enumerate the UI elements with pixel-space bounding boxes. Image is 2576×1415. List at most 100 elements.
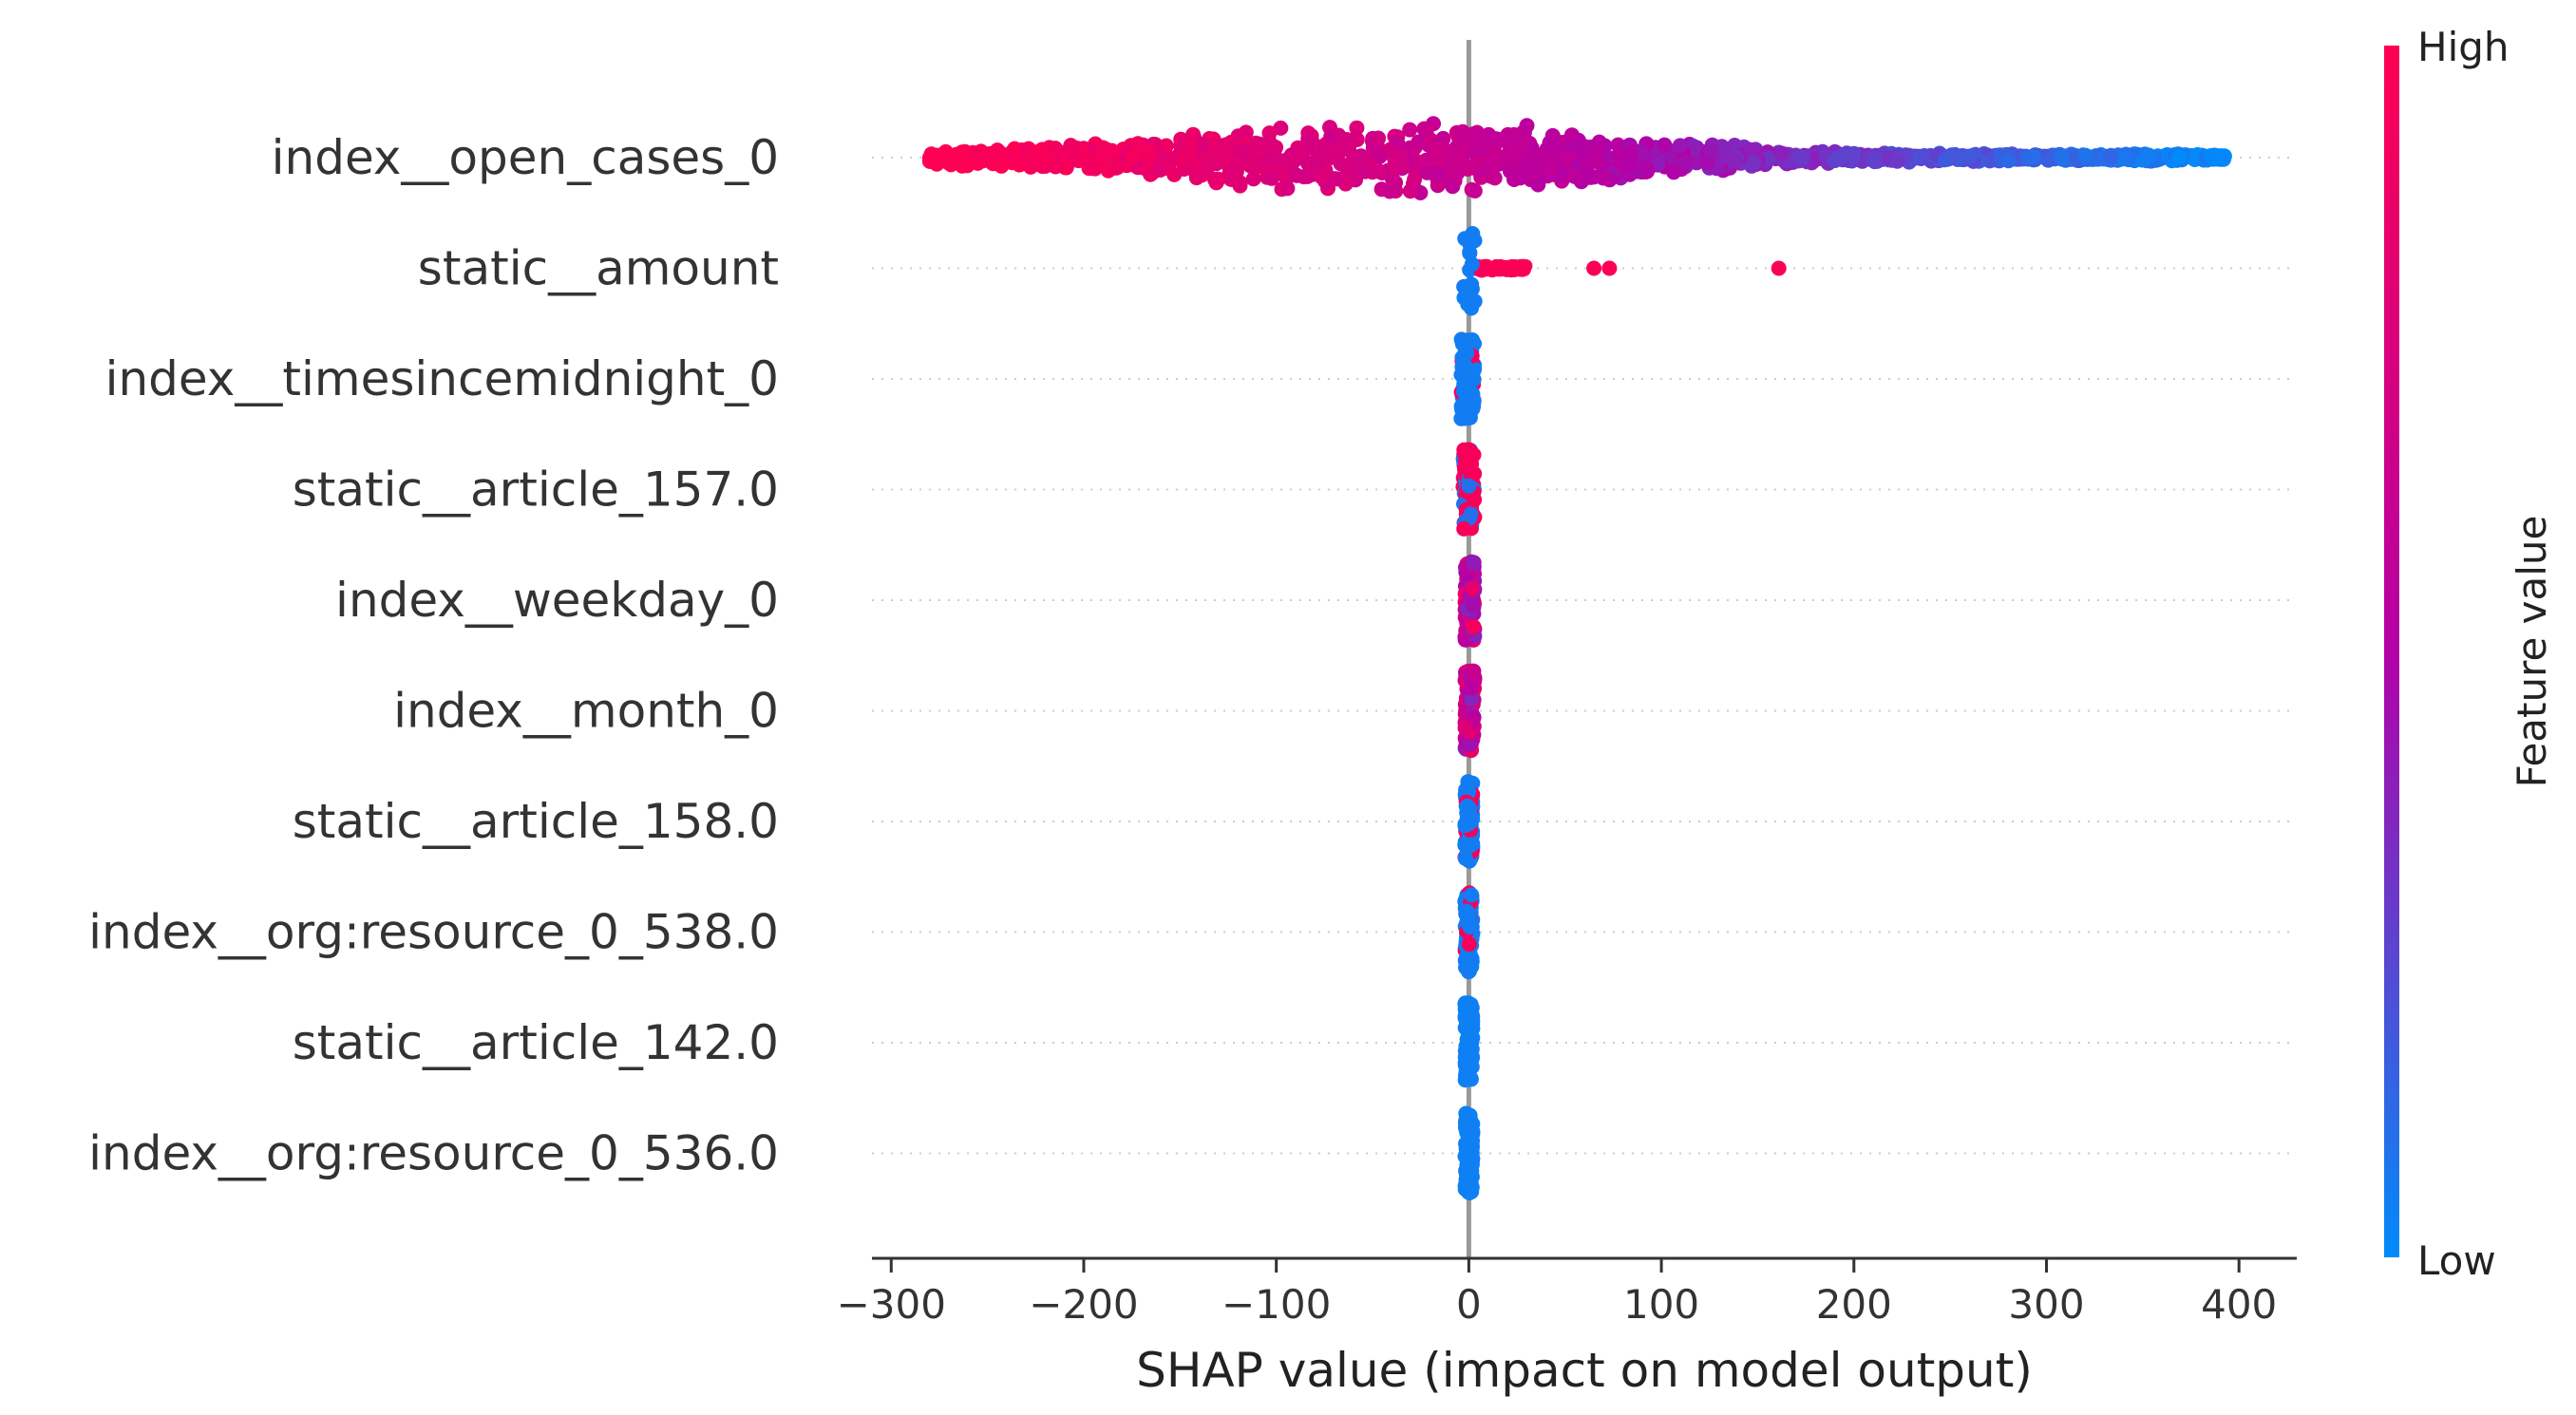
data-point <box>959 158 975 174</box>
data-point <box>1464 953 1480 970</box>
feature-label: static__article_157.0 <box>293 462 779 518</box>
data-point <box>2187 152 2203 167</box>
data-point <box>2102 149 2118 165</box>
data-point <box>1463 680 1479 696</box>
data-point <box>1371 130 1387 146</box>
feature-label: index__org:resource_0_538.0 <box>88 905 779 960</box>
data-point <box>1678 154 1695 170</box>
data-point <box>1464 887 1480 903</box>
data-point <box>1407 171 1423 187</box>
data-point <box>1462 917 1478 934</box>
data-point <box>1544 161 1561 178</box>
data-point <box>1225 160 1241 176</box>
data-point <box>1773 145 1790 161</box>
data-point <box>1141 142 1157 159</box>
data-point <box>1703 142 1719 159</box>
data-point <box>1461 936 1477 953</box>
data-point <box>1792 148 1808 164</box>
data-points <box>921 116 2232 1200</box>
data-point <box>1577 149 1593 165</box>
x-tick-label: −100 <box>1222 1281 1331 1328</box>
data-point <box>1462 1141 1478 1158</box>
data-point <box>1430 178 1446 194</box>
data-point <box>994 158 1010 174</box>
feature-label: static__amount <box>418 241 779 296</box>
data-point <box>1183 137 1199 153</box>
data-point <box>1288 167 1304 183</box>
data-point <box>1031 151 1047 167</box>
data-point <box>1464 1047 1480 1064</box>
x-tick-label: −200 <box>1029 1281 1138 1328</box>
data-point <box>1459 1111 1475 1127</box>
data-point <box>1538 147 1554 163</box>
data-point <box>1411 134 1427 150</box>
data-point <box>1323 128 1339 144</box>
data-point <box>1245 171 1261 187</box>
data-point <box>1466 663 1482 679</box>
data-point <box>1402 122 1418 138</box>
feature-label: static__article_158.0 <box>293 794 779 849</box>
data-point <box>1846 149 1862 165</box>
data-point <box>1828 153 1843 168</box>
data-point <box>1573 137 1589 153</box>
data-point <box>1048 142 1064 157</box>
data-point <box>1506 141 1522 157</box>
data-point <box>1279 180 1296 197</box>
data-point <box>1200 160 1216 175</box>
data-point <box>1457 454 1473 470</box>
data-point <box>1464 399 1480 415</box>
colorbar: High Low Feature value <box>2384 24 2555 1284</box>
data-point <box>1299 168 1316 184</box>
data-point <box>1416 121 1432 137</box>
data-point <box>1382 183 1397 199</box>
x-tick-label: 400 <box>2201 1281 2277 1328</box>
data-point <box>1962 148 1979 164</box>
data-point <box>967 146 983 162</box>
data-point <box>1666 164 1682 180</box>
data-point <box>1457 231 1473 247</box>
x-tick-label: 100 <box>1623 1281 1699 1328</box>
data-point <box>1234 143 1250 160</box>
data-point <box>1085 160 1101 177</box>
feature-label: index__org:resource_0_536.0 <box>88 1126 779 1181</box>
data-point <box>1462 737 1478 753</box>
data-point <box>1459 346 1475 361</box>
data-point <box>1746 155 1762 171</box>
data-point <box>1456 142 1471 159</box>
data-point <box>1018 142 1034 158</box>
data-point <box>932 149 948 165</box>
data-point <box>1455 123 1470 140</box>
data-point <box>1286 152 1302 168</box>
data-point <box>1263 170 1279 186</box>
feature-label: index__weekday_0 <box>335 573 779 628</box>
data-point <box>1463 838 1479 854</box>
row-guides <box>872 157 2289 1155</box>
data-point <box>1151 160 1167 177</box>
data-point <box>1130 136 1146 152</box>
data-point <box>1460 296 1476 312</box>
data-point <box>1188 170 1204 186</box>
data-point <box>1402 183 1418 199</box>
data-point <box>2026 149 2042 165</box>
data-point <box>1688 142 1703 158</box>
data-point <box>1176 161 1192 177</box>
x-axis: −300 −200 −100 0 100 200 300 400 <box>837 1256 2297 1328</box>
data-point <box>1459 366 1475 382</box>
data-point <box>1621 158 1638 174</box>
data-point <box>1065 143 1081 160</box>
data-point <box>1430 165 1446 180</box>
data-point <box>1463 1029 1479 1046</box>
data-point <box>1586 260 1602 276</box>
data-point <box>1519 118 1535 134</box>
data-point <box>1457 720 1473 736</box>
data-point <box>1466 619 1482 635</box>
data-point <box>1469 154 1486 170</box>
data-point <box>1193 136 1209 152</box>
x-tick-label: 0 <box>1456 1281 1482 1328</box>
data-point <box>1419 164 1435 180</box>
data-point <box>1937 152 1953 168</box>
data-point <box>2116 151 2132 166</box>
data-point <box>1563 127 1580 143</box>
data-point <box>1464 256 1480 273</box>
colorbar-high-label: High <box>2417 24 2510 70</box>
